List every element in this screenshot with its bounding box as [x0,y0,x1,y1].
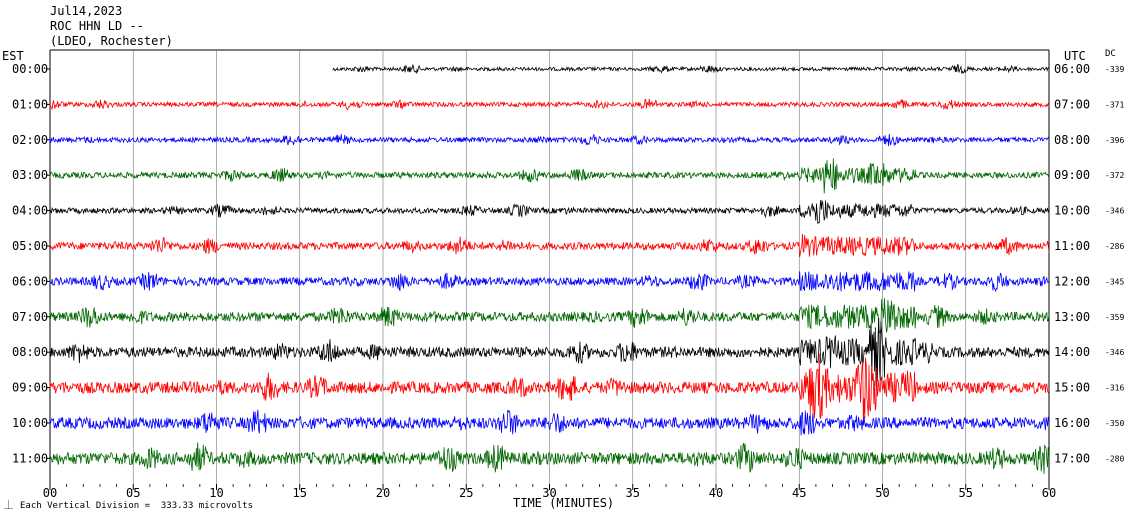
est-axis-title: EST [2,49,24,63]
station-code: ROC HHN LD -- [50,19,144,33]
dc-offset-label: -345 [1105,277,1124,286]
x-tick-label: 25 [459,486,473,500]
utc-hour-label: 14:00 [1054,345,1090,359]
x-tick-label: 55 [959,486,973,500]
trace-0600 [49,271,1050,293]
trace-0300 [49,158,1050,194]
dc-offset-label: -371 [1105,100,1124,109]
dc-offset-label: -316 [1105,384,1124,393]
est-hour-label: 05:00 [12,239,48,253]
utc-hour-label: 08:00 [1054,133,1090,147]
x-tick-label: 50 [875,486,889,500]
dc-axis-title: DC [1105,49,1116,59]
utc-hour-label: 06:00 [1054,62,1090,76]
est-hour-label: 11:00 [12,451,48,465]
dc-offset-label: -350 [1105,419,1124,428]
dc-offset-label: -339 [1105,65,1124,74]
trace-0200 [49,133,1050,147]
x-tick-label: 60 [1042,486,1056,500]
dc-offset-label: -359 [1105,313,1124,322]
est-hour-label: 09:00 [12,381,48,395]
scale-mark-icon: ⏊ [4,501,14,511]
record-date: Jul14,2023 [50,4,123,18]
vertical-division-note: Each Vertical Division = 333.33 microvol… [20,501,253,511]
est-hour-label: 01:00 [12,97,48,111]
dc-offset-label: -346 [1105,348,1124,357]
utc-hour-label: 10:00 [1054,204,1090,218]
utc-hour-label: 16:00 [1054,416,1090,430]
x-tick-label: 10 [209,486,223,500]
est-hour-label: 10:00 [12,416,48,430]
est-hour-label: 02:00 [12,133,48,147]
est-hour-label: 03:00 [12,168,48,182]
utc-hour-label: 09:00 [1054,168,1090,182]
x-tick-label: 35 [626,486,640,500]
dc-offset-label: -372 [1105,171,1124,180]
trace-1100 [49,442,1050,474]
trace-0400 [49,199,1050,225]
x-tick-label: 00 [43,486,57,500]
dc-offset-label: -280 [1105,454,1124,463]
trace-0500 [49,233,1050,257]
utc-axis-title: UTC [1064,49,1086,63]
utc-hour-label: 15:00 [1054,381,1090,395]
utc-hour-label: 12:00 [1054,274,1090,288]
network-name: (LDEO, Rochester) [50,34,173,48]
est-hour-label: 08:00 [12,345,48,359]
x-tick-label: 40 [709,486,723,500]
trace-0700 [49,298,1050,334]
est-hour-label: 06:00 [12,274,48,288]
trace-0800 [49,318,1050,386]
x-tick-label: 20 [376,486,390,500]
dc-offset-label: -346 [1105,207,1124,216]
utc-hour-label: 07:00 [1054,97,1090,111]
x-axis-label: TIME (MINUTES) [513,496,615,510]
est-hour-label: 04:00 [12,204,48,218]
est-hour-label: 00:00 [12,62,48,76]
utc-hour-label: 11:00 [1054,239,1090,253]
trace-0000 [332,64,1049,75]
x-tick-label: 45 [792,486,806,500]
dc-offset-label: -286 [1105,242,1124,251]
utc-hour-label: 17:00 [1054,451,1090,465]
trace-0100 [49,98,1050,111]
utc-hour-label: 13:00 [1054,310,1090,324]
est-hour-label: 07:00 [12,310,48,324]
x-tick-label: 15 [293,486,307,500]
trace-0900 [49,353,1050,424]
x-tick-label: 05 [126,486,140,500]
dc-offset-label: -396 [1105,136,1124,145]
trace-1000 [49,409,1050,436]
